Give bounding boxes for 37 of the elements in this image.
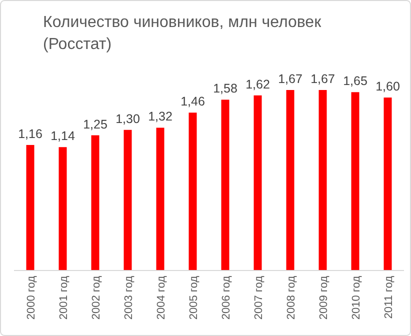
bar [58, 147, 67, 270]
data-label: 1,62 [246, 77, 270, 92]
data-label: 1,60 [376, 80, 400, 94]
bar [124, 130, 132, 270]
x-tick-label: 2002 год [90, 275, 102, 320]
x-tick-label: 2001 год [58, 275, 70, 320]
bar [156, 128, 164, 270]
chart-title: Количество чиновников, млн человек (Росстат) [43, 14, 322, 53]
data-label: 1,58 [213, 82, 238, 96]
x-tick-label: 2004 год [155, 275, 168, 320]
data-label: 1,67 [310, 72, 335, 86]
bar [221, 100, 230, 270]
bar [26, 144, 34, 270]
x-tick-label: 2008 год [285, 275, 298, 320]
data-label: 1,14 [50, 129, 75, 144]
bar [318, 90, 327, 270]
bar [254, 95, 262, 270]
x-tick-label: 2009 год [318, 275, 330, 320]
bar [351, 92, 360, 270]
data-label: 1,46 [180, 94, 205, 109]
data-label: 1,67 [278, 72, 302, 86]
data-label: 1,25 [83, 117, 108, 132]
x-tick-label: 2011 год [382, 275, 395, 319]
x-tick-label: 2003 год [122, 275, 135, 320]
data-label: 1,16 [18, 126, 42, 141]
bar [188, 112, 197, 270]
bar [286, 90, 294, 270]
x-tick-label: 2006 год [220, 275, 232, 320]
x-tick-label: 2007 год [252, 275, 265, 320]
x-tick-label: 2000 год [25, 275, 38, 320]
bar [384, 98, 392, 270]
data-label: 1,65 [343, 74, 368, 88]
data-label: 1,32 [148, 110, 172, 124]
data-label: 1,30 [116, 112, 140, 126]
x-tick-label: 2005 год [188, 275, 200, 320]
bar [91, 135, 100, 270]
x-tick-label: 2010 год [350, 275, 362, 320]
